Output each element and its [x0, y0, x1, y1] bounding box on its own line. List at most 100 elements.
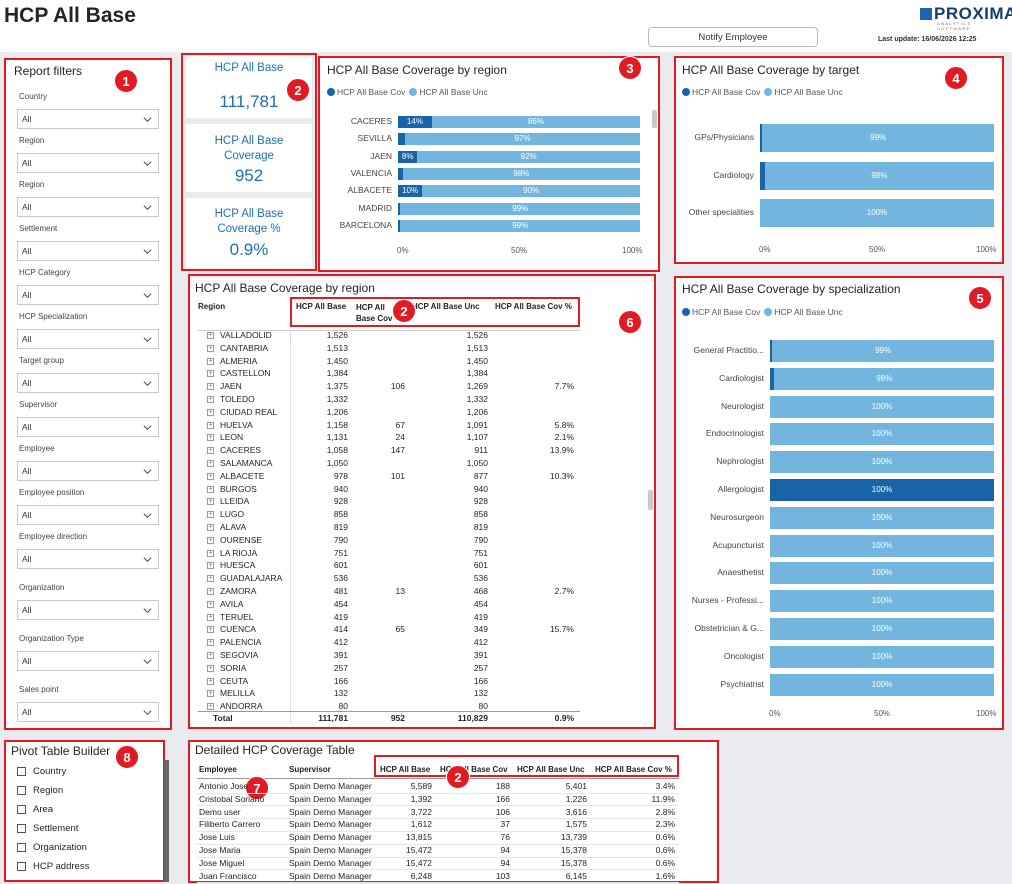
detail-header-cov[interactable]: HCP All Base Cov: [440, 765, 508, 774]
filter-select-14[interactable]: All: [17, 702, 159, 722]
filter-select-11[interactable]: All: [17, 549, 159, 569]
pivot-item-6[interactable]: HCP address: [17, 861, 89, 872]
checkbox-icon[interactable]: [17, 862, 26, 871]
filter-select-6[interactable]: All: [17, 329, 159, 349]
pivot-item-3[interactable]: Area: [17, 804, 53, 815]
expand-row-icon[interactable]: +: [207, 600, 214, 608]
bar-coverage[interactable]: [398, 133, 406, 146]
bar-uncovered[interactable]: [760, 199, 994, 227]
expand-row-icon[interactable]: +: [207, 485, 214, 493]
expand-row-icon[interactable]: +: [207, 460, 214, 467]
expand-row-icon[interactable]: +: [207, 536, 214, 544]
bar-coverage[interactable]: [398, 167, 403, 180]
expand-row-icon[interactable]: +: [207, 524, 214, 531]
expand-row-icon[interactable]: +: [207, 703, 214, 711]
matrix-header-region[interactable]: Region: [198, 302, 226, 311]
bar-uncovered[interactable]: [400, 202, 640, 215]
filter-select-3[interactable]: All: [17, 197, 159, 217]
expand-row-icon[interactable]: +: [207, 664, 214, 672]
pivot-scrollbar[interactable]: [164, 760, 169, 882]
expand-row-icon[interactable]: +: [207, 447, 214, 455]
bar-uncovered[interactable]: [770, 562, 994, 585]
bar-coverage[interactable]: [398, 219, 401, 232]
bar-uncovered[interactable]: [774, 367, 994, 390]
bar-uncovered[interactable]: [770, 506, 994, 529]
detail-header-supervisor[interactable]: Supervisor: [289, 765, 331, 774]
detail-header-base[interactable]: HCP All Base: [380, 765, 431, 774]
filter-select-1[interactable]: All: [17, 109, 159, 129]
pivot-item-4[interactable]: Settlement: [17, 823, 78, 834]
expand-row-icon[interactable]: +: [207, 575, 214, 583]
expand-row-icon[interactable]: +: [207, 434, 214, 442]
detail-employee-cell[interactable]: Jose Luis: [199, 832, 235, 843]
expand-row-icon[interactable]: +: [207, 396, 214, 403]
checkbox-icon[interactable]: [17, 843, 26, 852]
expand-row-icon[interactable]: +: [207, 383, 214, 391]
detail-employee-cell[interactable]: Jose Maria: [199, 845, 241, 855]
bar-uncovered[interactable]: [770, 451, 994, 474]
checkbox-icon[interactable]: [17, 767, 26, 776]
expand-row-icon[interactable]: +: [207, 511, 214, 519]
detail-employee-cell[interactable]: Jose Miguel: [199, 857, 245, 868]
bar-uncovered[interactable]: [762, 124, 994, 152]
detail-header-unc[interactable]: HCP All Base Unc: [517, 765, 585, 774]
matrix-header-pct[interactable]: HCP All Base Cov %: [495, 302, 572, 311]
notify-employee-button[interactable]: Notify Employee: [648, 27, 818, 47]
filter-select-12[interactable]: All: [17, 600, 159, 620]
bar-uncovered[interactable]: [422, 185, 640, 198]
bar-uncovered[interactable]: [402, 167, 640, 180]
bar-coverage[interactable]: [398, 116, 432, 128]
checkbox-icon[interactable]: [17, 824, 26, 833]
filter-select-2[interactable]: All: [17, 153, 159, 173]
filter-select-4[interactable]: All: [17, 241, 159, 261]
detail-employee-cell[interactable]: Cristobal Soriano: [199, 793, 265, 804]
pivot-item-1[interactable]: Country: [17, 766, 66, 777]
expand-row-icon[interactable]: +: [207, 408, 214, 416]
bar-coverage[interactable]: [760, 161, 765, 190]
matrix-header-unc[interactable]: HCP All Base Unc: [412, 302, 480, 311]
bar-coverage[interactable]: [398, 150, 418, 163]
detail-header-employee[interactable]: Employee: [199, 765, 237, 774]
checkbox-icon[interactable]: [17, 786, 26, 795]
bar-uncovered[interactable]: [772, 340, 994, 362]
bar-uncovered[interactable]: [770, 534, 994, 557]
expand-row-icon[interactable]: +: [207, 549, 214, 557]
expand-row-icon[interactable]: +: [207, 613, 214, 621]
expand-row-icon[interactable]: +: [207, 626, 214, 634]
expand-row-icon[interactable]: +: [207, 344, 214, 352]
expand-row-icon[interactable]: +: [207, 498, 214, 506]
checkbox-icon[interactable]: [17, 805, 26, 814]
detail-employee-cell[interactable]: Antonio Jose: [199, 781, 249, 791]
expand-row-icon[interactable]: +: [207, 677, 214, 685]
detail-header-pct[interactable]: HCP All Base Cov %: [595, 765, 672, 774]
detail-employee-cell[interactable]: Demo user: [199, 806, 241, 817]
matrix-header-base[interactable]: HCP All Base: [296, 302, 347, 311]
bar-uncovered[interactable]: [770, 590, 994, 613]
expand-row-icon[interactable]: +: [207, 639, 214, 647]
bar-uncovered[interactable]: [764, 161, 994, 190]
bar-uncovered[interactable]: [770, 645, 994, 668]
bar-coverage[interactable]: [770, 367, 775, 390]
bar-coverage[interactable]: [398, 185, 423, 198]
region-chart-scrollbar[interactable]: [652, 110, 657, 128]
expand-row-icon[interactable]: +: [207, 370, 214, 378]
bar-uncovered[interactable]: [770, 673, 994, 696]
expand-row-icon[interactable]: +: [207, 690, 214, 698]
filter-select-10[interactable]: All: [17, 505, 159, 525]
bar-uncovered[interactable]: [400, 219, 640, 232]
filter-select-8[interactable]: All: [17, 417, 159, 437]
filter-select-7[interactable]: All: [17, 373, 159, 393]
bar-coverage[interactable]: [760, 124, 763, 152]
expand-row-icon[interactable]: +: [207, 332, 214, 339]
bar-uncovered[interactable]: [770, 479, 994, 501]
detail-employee-cell[interactable]: Juan Francisco: [199, 870, 257, 881]
expand-row-icon[interactable]: +: [207, 562, 214, 570]
bar-uncovered[interactable]: [431, 116, 640, 128]
bar-coverage[interactable]: [770, 340, 773, 362]
pivot-item-5[interactable]: Organization: [17, 842, 87, 853]
filter-select-5[interactable]: All: [17, 285, 159, 305]
expand-row-icon[interactable]: +: [207, 652, 214, 659]
matrix-header-cov[interactable]: HCP All Base Cov: [356, 303, 393, 323]
bar-uncovered[interactable]: [770, 618, 994, 640]
expand-row-icon[interactable]: +: [207, 357, 214, 365]
